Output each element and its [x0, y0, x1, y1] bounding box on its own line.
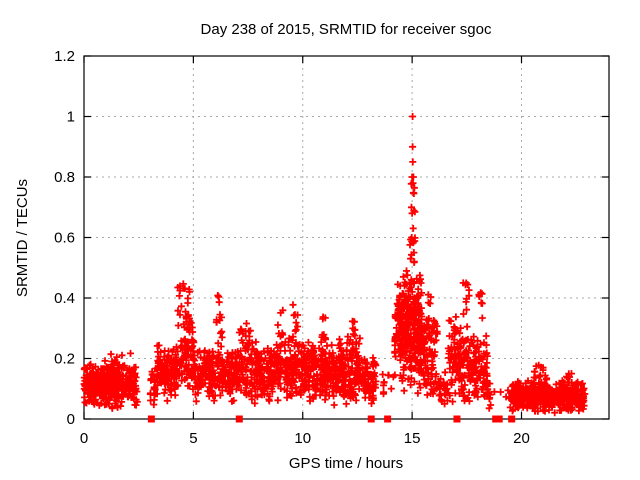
y-tick-label: 0.8 [54, 169, 75, 186]
plus-markers [80, 113, 589, 417]
y-tick-label: 1.2 [54, 48, 75, 65]
tick-labels: 0 5 10 15 20 0 0.2 0.4 0.6 0.8 1 1.2 [54, 48, 530, 447]
y-tick-label: 0.6 [54, 230, 75, 247]
x-tick-label: 5 [189, 430, 197, 447]
zero-value-markers [147, 415, 516, 423]
axis-ticks [83, 55, 609, 420]
data-points [80, 113, 589, 417]
zero-square-marker [495, 415, 503, 423]
x-tick-label: 15 [404, 430, 421, 447]
chart-title: Day 238 of 2015, SRMTID for receiver sgo… [201, 21, 492, 38]
zero-square-marker [508, 415, 516, 423]
zero-square-marker [453, 415, 461, 423]
y-tick-label: 0.2 [54, 351, 75, 368]
y-tick-label: 1 [67, 109, 75, 126]
y-tick-label: 0 [67, 411, 75, 428]
zero-square-marker [235, 415, 243, 423]
y-tick-label: 0.4 [54, 290, 75, 307]
x-tick-label: 20 [513, 430, 530, 447]
zero-square-marker [367, 415, 375, 423]
x-axis-label: GPS time / hours [289, 455, 403, 472]
zero-square-marker [384, 415, 392, 423]
x-tick-label: 10 [294, 430, 311, 447]
y-axis-label: SRMTID / TECUs [14, 179, 31, 297]
zero-square-marker [147, 415, 155, 423]
x-tick-label: 0 [80, 430, 88, 447]
